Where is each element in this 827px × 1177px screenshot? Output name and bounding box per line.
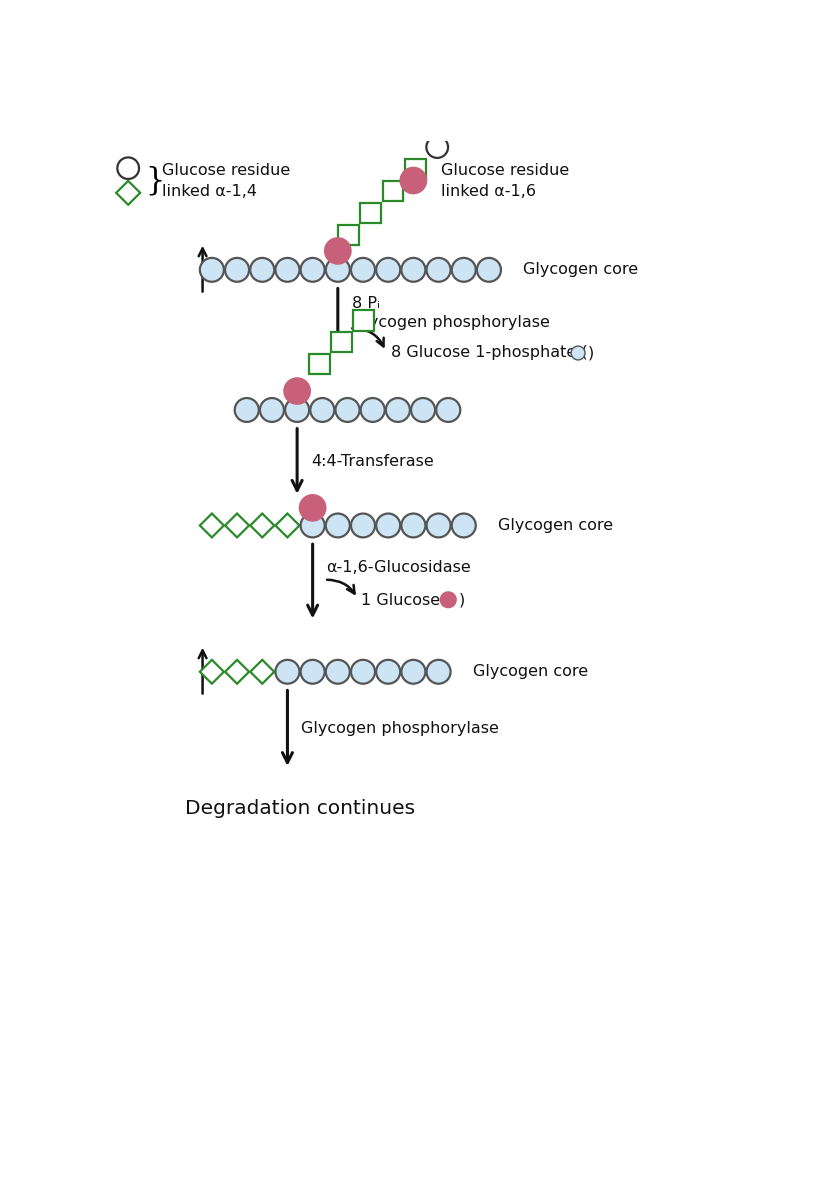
Circle shape: [200, 258, 224, 281]
Circle shape: [441, 592, 456, 607]
Text: Glycogen phosphorylase: Glycogen phosphorylase: [351, 314, 550, 330]
Text: Glucose residue
linked α-1,4: Glucose residue linked α-1,4: [161, 162, 289, 199]
Circle shape: [376, 660, 400, 684]
Circle shape: [351, 513, 375, 538]
Circle shape: [275, 258, 299, 281]
Circle shape: [336, 398, 360, 421]
Circle shape: [361, 398, 385, 421]
Circle shape: [571, 346, 585, 360]
Circle shape: [310, 398, 334, 421]
Text: }: }: [146, 165, 165, 197]
Polygon shape: [275, 513, 299, 538]
Circle shape: [400, 168, 426, 193]
Circle shape: [284, 378, 310, 404]
Circle shape: [471, 93, 492, 114]
Circle shape: [436, 398, 461, 421]
Circle shape: [251, 258, 275, 281]
Circle shape: [376, 513, 400, 538]
Polygon shape: [383, 180, 404, 201]
Circle shape: [401, 513, 425, 538]
Polygon shape: [200, 660, 224, 684]
Circle shape: [117, 158, 139, 179]
Circle shape: [300, 258, 325, 281]
Polygon shape: [361, 202, 381, 224]
Circle shape: [326, 513, 350, 538]
Polygon shape: [331, 332, 351, 352]
Circle shape: [300, 660, 325, 684]
Circle shape: [386, 398, 410, 421]
Polygon shape: [338, 225, 359, 245]
Circle shape: [477, 258, 501, 281]
Circle shape: [493, 71, 514, 92]
Text: 8 Pᵢ: 8 Pᵢ: [351, 297, 380, 311]
Circle shape: [275, 660, 299, 684]
Circle shape: [351, 258, 375, 281]
Polygon shape: [404, 159, 426, 179]
Text: ): ): [459, 592, 466, 607]
Text: 8 Glucose 1-phosphate (: 8 Glucose 1-phosphate (: [390, 346, 587, 360]
Text: 1 Glucose (: 1 Glucose (: [361, 592, 452, 607]
Polygon shape: [116, 181, 141, 205]
Text: 4:4-Transferase: 4:4-Transferase: [311, 453, 434, 468]
Circle shape: [325, 238, 351, 264]
Circle shape: [300, 513, 325, 538]
Text: Glycogen core: Glycogen core: [473, 664, 588, 679]
Circle shape: [427, 137, 448, 158]
Circle shape: [376, 258, 400, 281]
Circle shape: [225, 258, 249, 281]
Circle shape: [427, 513, 451, 538]
Text: ): ): [588, 346, 595, 360]
Circle shape: [411, 398, 435, 421]
Text: Glucose residue
linked α-1,6: Glucose residue linked α-1,6: [441, 162, 569, 199]
Text: Glycogen core: Glycogen core: [498, 518, 614, 533]
Circle shape: [300, 496, 325, 520]
Polygon shape: [251, 660, 275, 684]
Circle shape: [326, 660, 350, 684]
Text: Glycogen phosphorylase: Glycogen phosphorylase: [301, 720, 500, 736]
Polygon shape: [200, 513, 224, 538]
Polygon shape: [308, 353, 330, 374]
Circle shape: [427, 258, 451, 281]
Text: Glycogen core: Glycogen core: [523, 262, 638, 278]
Polygon shape: [353, 310, 374, 331]
Circle shape: [427, 660, 451, 684]
Circle shape: [401, 660, 425, 684]
Circle shape: [285, 398, 309, 421]
Circle shape: [401, 258, 425, 281]
Circle shape: [448, 114, 470, 137]
Text: α-1,6-Glucosidase: α-1,6-Glucosidase: [327, 560, 471, 574]
Circle shape: [452, 513, 476, 538]
Circle shape: [260, 398, 284, 421]
Polygon shape: [225, 513, 249, 538]
Polygon shape: [251, 513, 275, 538]
Circle shape: [235, 398, 259, 421]
Polygon shape: [225, 660, 249, 684]
Circle shape: [326, 258, 350, 281]
Circle shape: [351, 660, 375, 684]
Circle shape: [452, 258, 476, 281]
Text: Degradation continues: Degradation continues: [184, 799, 415, 818]
